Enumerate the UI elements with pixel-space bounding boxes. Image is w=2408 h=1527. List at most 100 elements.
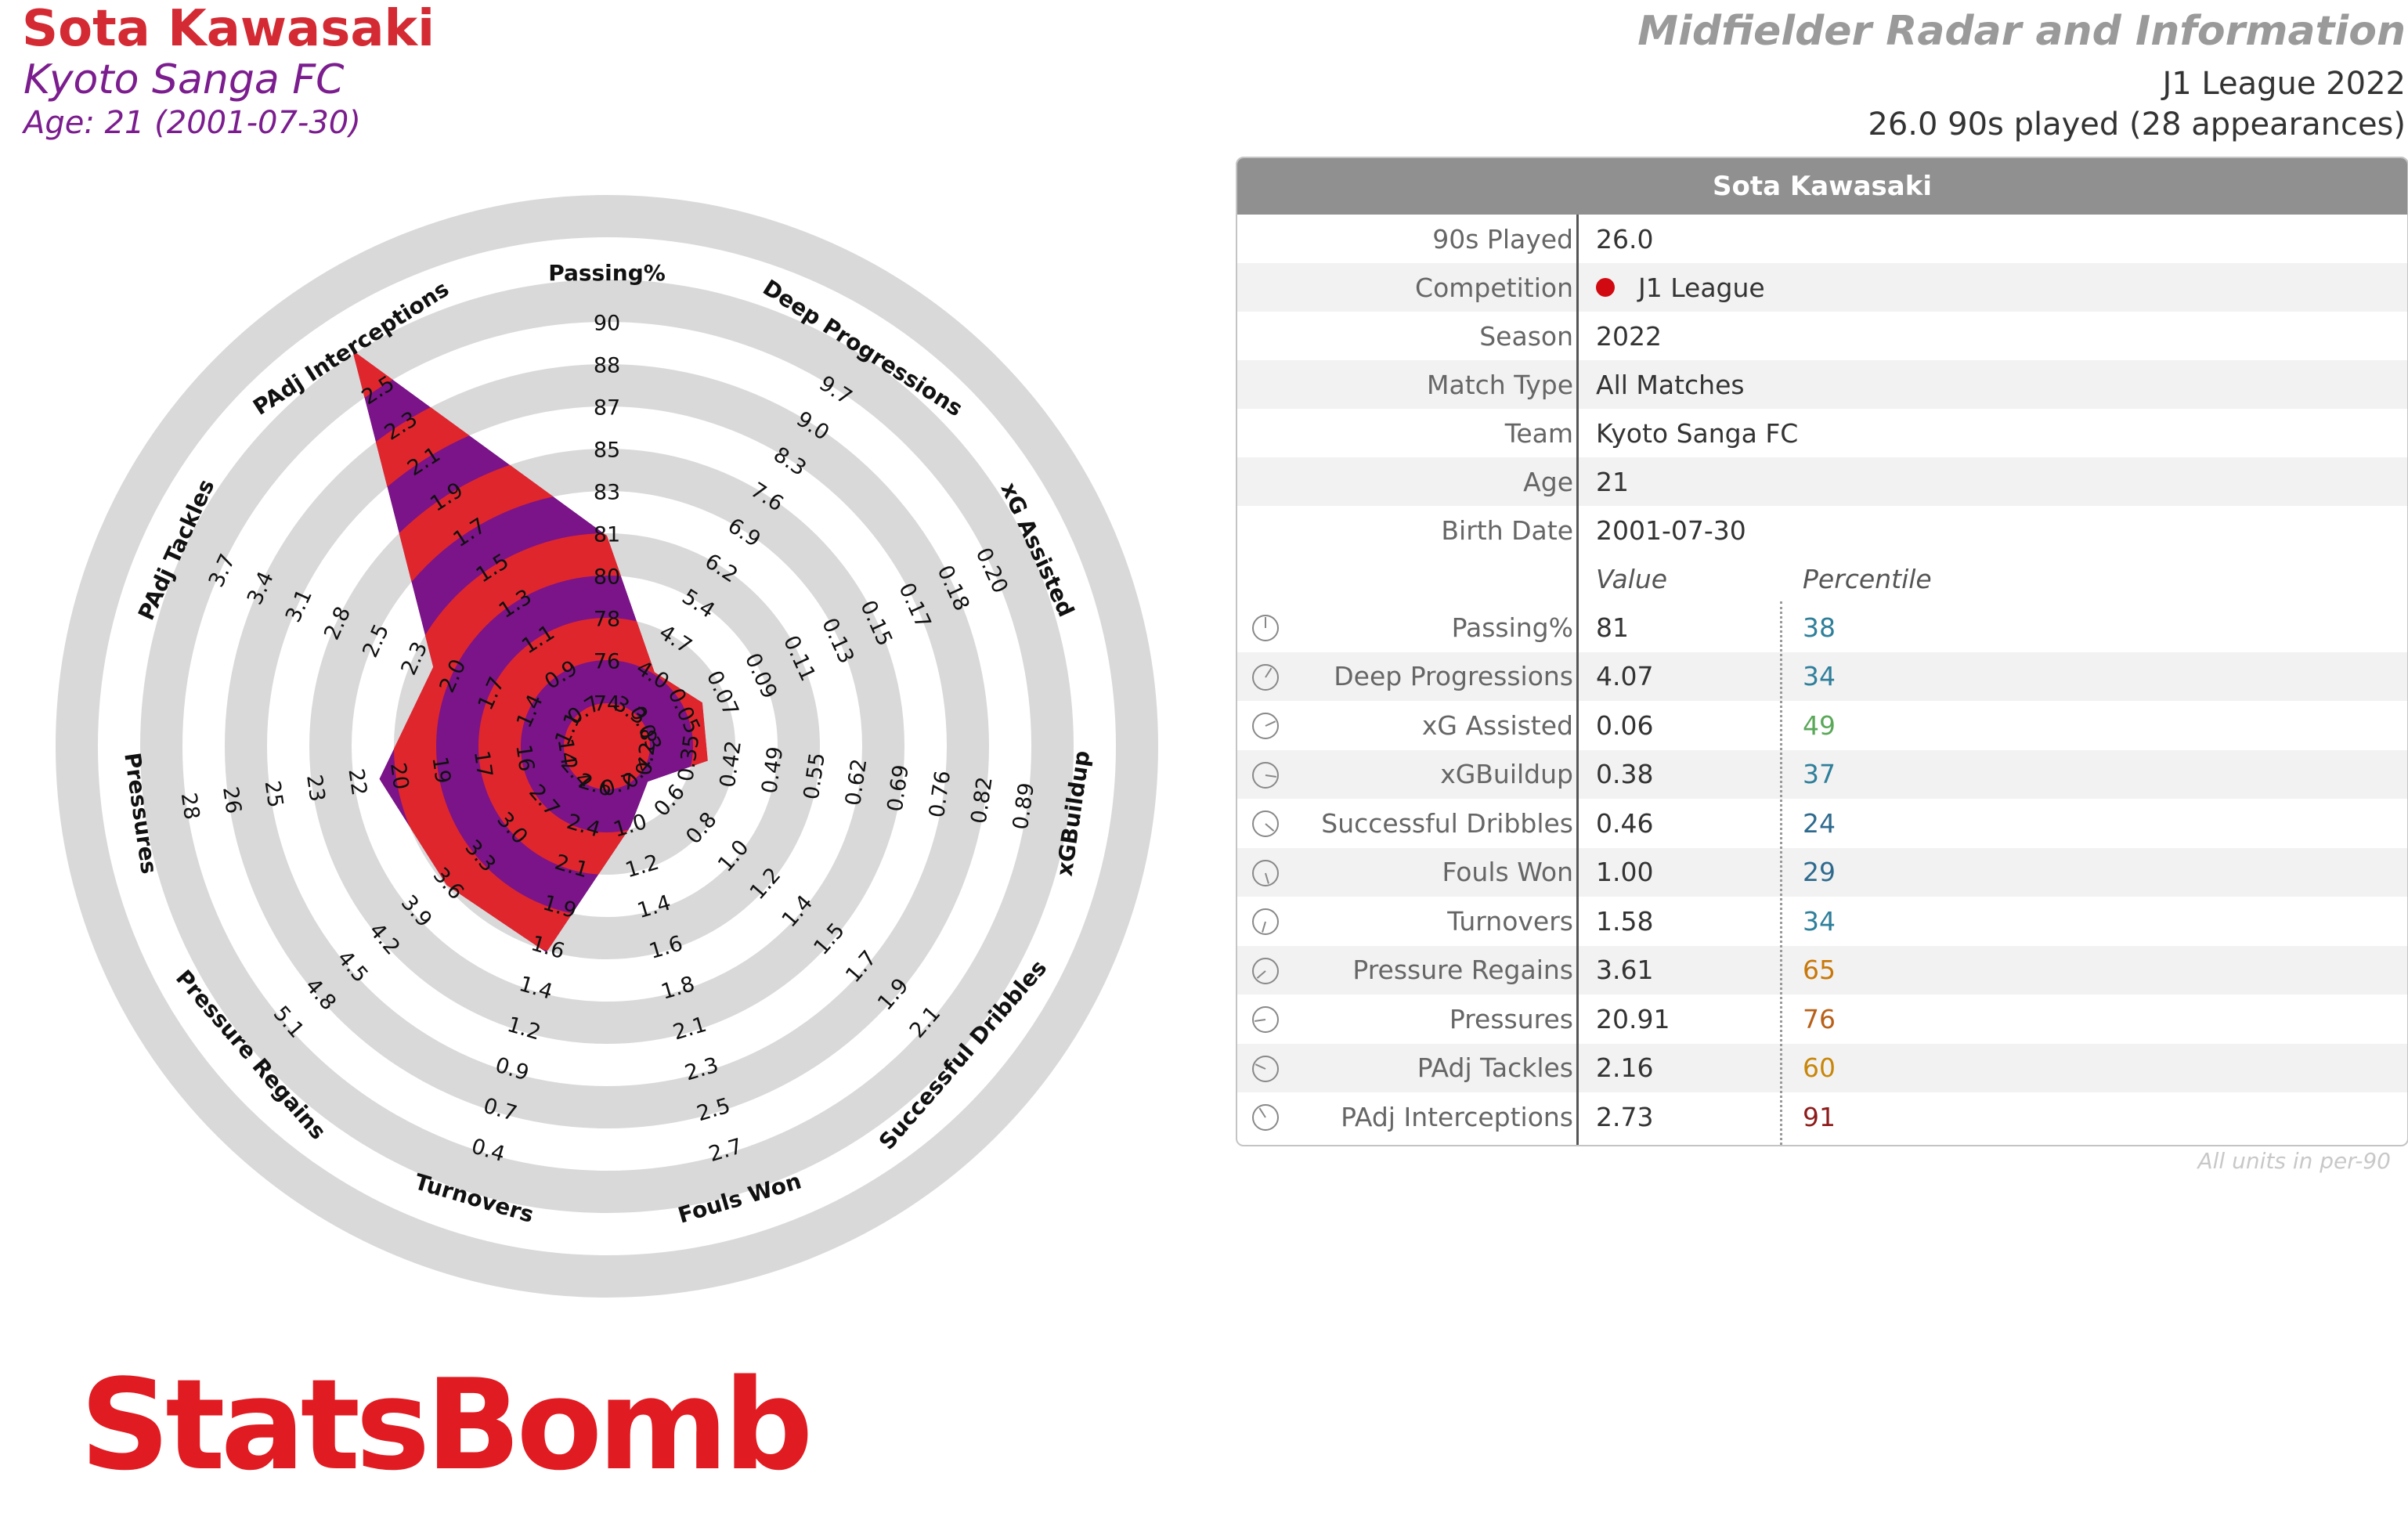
info-value-text: 26.0 (1596, 223, 1654, 254)
stat-value: 3.61 (1596, 955, 1654, 986)
stat-row: Successful Dribbles 0.46 24 (1237, 799, 2407, 848)
stat-value: 1.00 (1596, 857, 1654, 888)
info-value: J1 League (1585, 263, 1765, 312)
stat-label: xGBuildup (1440, 759, 1573, 790)
percentile-dial-icon (1252, 1055, 1279, 1082)
info-value-text: All Matches (1596, 369, 1745, 400)
report-title: Midfielder Radar and Information (1637, 8, 2406, 55)
radar-tick-label: 28 (176, 791, 204, 821)
info-label: Competition (1415, 272, 1573, 303)
player-club: Kyoto Sanga FC (23, 56, 345, 103)
stat-percentile: 49 (1803, 709, 1836, 741)
info-row: Season 2022 (1237, 312, 2407, 360)
info-label: Season (1479, 320, 1573, 352)
info-value: All Matches (1596, 360, 1745, 409)
radar-tick-label: 88 (594, 354, 620, 378)
percentile-dial-icon (1252, 957, 1279, 984)
info-row: 90s Played 26.0 (1237, 215, 2407, 263)
table-title: Sota Kawasaki (1237, 158, 2407, 215)
stat-value: 0.06 (1596, 709, 1654, 741)
info-value: 2001-07-30 (1596, 506, 1746, 554)
statsbomb-logo: StatsBomb (80, 1352, 814, 1498)
stat-row: Pressure Regains 3.61 65 (1237, 945, 2407, 995)
radar-tick-label: 81 (594, 523, 620, 547)
stat-row: Pressures 20.91 76 (1237, 995, 2407, 1044)
radar-tick-label: 22 (344, 767, 372, 797)
stat-label: Passing% (1451, 612, 1573, 643)
stat-percentile: 34 (1803, 905, 1836, 937)
stat-percentile: 37 (1803, 759, 1836, 790)
stat-row: Passing% 81 38 (1237, 603, 2407, 652)
percentile-dial-icon (1252, 761, 1279, 789)
stats-table: Sota Kawasaki 90s Played 26.0 Competition J… (1236, 157, 2408, 1146)
info-label: Match Type (1427, 369, 1573, 400)
stat-row: PAdj Interceptions 2.73 91 (1237, 1092, 2407, 1142)
radar-tick-label: 76 (594, 650, 620, 674)
info-rows: 90s Played 26.0 Competition J1 League Season… (1237, 215, 2407, 554)
stat-label: PAdj Interceptions (1341, 1101, 1573, 1132)
stat-label: Pressure Regains (1352, 955, 1573, 986)
info-value-text: Kyoto Sanga FC (1596, 417, 1799, 449)
percentile-dial-icon (1252, 663, 1279, 691)
radar-tick-label: 20 (385, 761, 413, 791)
radar-tick-label: 80 (594, 565, 620, 590)
info-label: Birth Date (1441, 514, 1573, 546)
column-divider (1576, 215, 1579, 1145)
col-value-header: Value (1596, 563, 1668, 594)
player-name: Sota Kawasaki (22, 0, 435, 58)
radar-tick-label: 16 (511, 743, 539, 773)
radar-center (564, 703, 650, 789)
stat-percentile: 38 (1803, 612, 1836, 643)
info-label: Age (1523, 466, 1573, 497)
percentile-dial-icon (1252, 908, 1279, 935)
info-value: 26.0 (1596, 215, 1653, 263)
stat-label: Turnovers (1447, 905, 1573, 937)
info-value-text: 2001-07-30 (1596, 514, 1746, 546)
info-label: Team (1504, 417, 1573, 449)
stat-value: 0.46 (1596, 807, 1654, 839)
stat-percentile: 60 (1803, 1052, 1836, 1084)
info-value: 21 (1596, 457, 1629, 506)
radar-tick-label: 14 (553, 737, 581, 767)
info-value: Kyoto Sanga FC (1596, 409, 1798, 457)
stat-value: 1.58 (1596, 905, 1654, 937)
stat-value: 2.73 (1596, 1101, 1654, 1132)
stat-label: PAdj Tackles (1417, 1052, 1573, 1084)
stat-value: 20.91 (1596, 1003, 1670, 1034)
radar-tick-label: 83 (594, 481, 620, 505)
info-row: Birth Date 2001-07-30 (1237, 506, 2407, 554)
radar-tick-label: 85 (594, 439, 620, 463)
radar-ring (225, 364, 989, 1128)
stat-label: Pressures (1449, 1003, 1573, 1034)
units-footnote: All units in per-90 (2197, 1148, 2392, 1174)
radar-tick-label: 90 (594, 312, 620, 336)
radar-ring (140, 280, 1074, 1213)
radar-tick-label: 25 (260, 779, 288, 809)
percentile-dial-icon (1252, 810, 1279, 837)
percentile-dial-icon (1252, 615, 1279, 641)
info-row: Match Type All Matches (1237, 360, 2407, 409)
stat-row: Fouls Won 1.00 29 (1237, 847, 2407, 897)
stat-row: xG Assisted 0.06 49 (1237, 701, 2407, 750)
stat-row: xGBuildup 0.38 37 (1237, 749, 2407, 799)
minutes-played: 26.0 90s played (28 appearances) (1868, 106, 2406, 143)
info-row: Team Kyoto Sanga FC (1237, 409, 2407, 457)
info-row: Competition J1 League (1237, 263, 2407, 312)
league-season: J1 League 2022 (2162, 66, 2406, 102)
stat-row: Turnovers 1.58 34 (1237, 897, 2407, 946)
col-percentile-header: Percentile (1803, 563, 1932, 594)
radar-tick-label: 23 (301, 773, 330, 803)
info-label: 90s Played (1432, 223, 1573, 254)
stat-label: Successful Dribbles (1321, 807, 1573, 839)
radar-axis-label: Passing% (548, 260, 666, 286)
info-value-text: J1 League (1638, 272, 1765, 303)
percentile-dial-icon (1252, 1006, 1279, 1033)
radar-tick-label: 17 (469, 749, 497, 779)
radar-tick-label: 74 (594, 692, 620, 717)
stat-label: Fouls Won (1442, 857, 1573, 888)
stat-label: Deep Progressions (1334, 661, 1573, 692)
stat-value: 2.16 (1596, 1052, 1654, 1084)
japan-flag-icon (1596, 278, 1615, 297)
info-value: 2022 (1596, 312, 1662, 360)
percentile-dial-icon (1252, 1104, 1279, 1131)
